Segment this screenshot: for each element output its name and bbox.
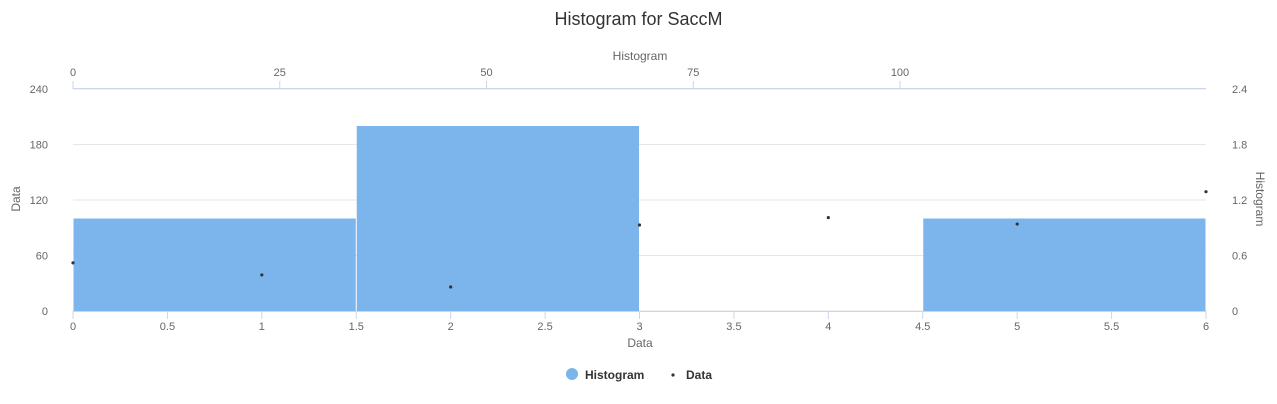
data-point (260, 273, 264, 277)
x-bottom-tick-label: 5.5 (1104, 321, 1119, 333)
data-points (71, 190, 1208, 289)
legend-data-swatch[interactable] (671, 373, 675, 377)
x-bottom-tick-label: 4.5 (915, 321, 930, 333)
x-bottom-tick-label: 2.5 (537, 321, 552, 333)
x-bottom-tick-label: 0.5 (160, 321, 175, 333)
x-top-tick-label: 25 (274, 67, 286, 79)
y-left-tick-label: 60 (36, 251, 48, 263)
y-right-tick-label: 1.2 (1232, 195, 1247, 207)
y-left-tick-label: 0 (42, 306, 48, 318)
histogram-bar (356, 126, 639, 311)
x-top-tick-label: 100 (891, 67, 909, 79)
axes: 0 0.5 1 1.5 2 2.5 3 3.5 4 4.5 5 5.5 60 25 50 75 10006012… (30, 67, 1248, 333)
y-right-tick-label: 0 (1232, 306, 1238, 318)
y-right-tick-label: 1.8 (1232, 140, 1247, 152)
legend-data-label[interactable]: Data (686, 368, 712, 382)
legend: Histogram Data (566, 368, 712, 382)
x-bottom-tick-label: 1.5 (349, 321, 364, 333)
x-bottom-tick-label: 1 (259, 321, 265, 333)
x-top-tick-label: 75 (687, 67, 699, 79)
y-left-tick-label: 240 (30, 84, 48, 96)
data-point (637, 223, 642, 227)
data-point (71, 261, 75, 265)
x-bottom-tick-label: 4 (825, 321, 831, 333)
x-top-tick-label: 50 (480, 67, 492, 79)
y-right-tick-label: 2.4 (1232, 84, 1247, 96)
x-bottom-tick-label: 6 (1203, 321, 1209, 333)
y-left-tick-label: 120 (30, 195, 48, 207)
x-top-axis-title: Histogram (613, 49, 668, 63)
chart-title: Histogram for SaccM (554, 9, 722, 29)
data-point (1204, 190, 1208, 194)
x-bottom-tick-label: 5 (1014, 321, 1020, 333)
x-top-tick-label: 0 (70, 67, 76, 79)
histogram-bar (73, 218, 356, 311)
x-bottom-tick-label: 0 (70, 321, 76, 333)
x-bottom-tick-label: 3.5 (726, 321, 741, 333)
histogram-bars (73, 126, 1206, 311)
x-bottom-tick-label: 3 (636, 321, 642, 333)
data-point (826, 215, 830, 220)
y-right-tick-label: 0.6 (1232, 251, 1247, 263)
data-point (449, 285, 453, 289)
y-right-axis-title: Histogram (1253, 172, 1267, 227)
y-left-tick-label: 180 (30, 140, 48, 152)
data-point (1015, 222, 1019, 226)
x-bottom-tick-label: 2 (448, 321, 454, 333)
y-left-axis-title: Data (9, 186, 23, 212)
legend-histogram-label[interactable]: Histogram (585, 368, 644, 382)
x-bottom-axis-title: Data (627, 336, 653, 350)
histogram-bar (923, 218, 1206, 311)
legend-histogram-swatch[interactable] (566, 368, 578, 380)
